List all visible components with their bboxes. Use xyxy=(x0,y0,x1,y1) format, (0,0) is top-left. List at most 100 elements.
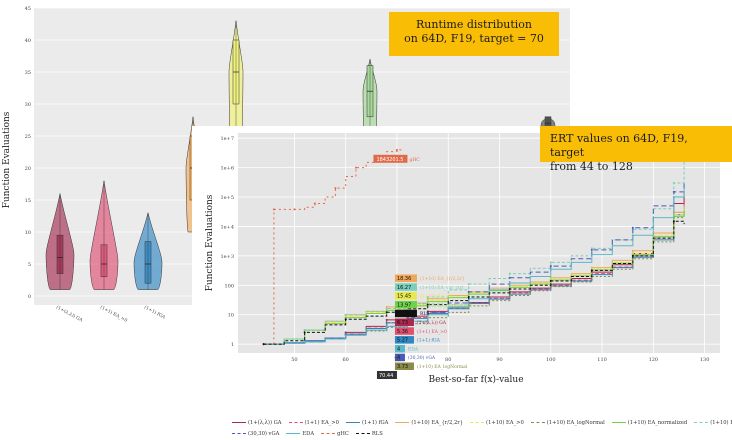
ert-value-label: 4 xyxy=(397,355,400,361)
ert-point xyxy=(549,285,552,288)
ert-series-tag-name: (1+10) EA_{r/2,2r} xyxy=(420,275,465,282)
violin-y-tick-label: 10 xyxy=(25,230,31,236)
ert-extra-label: 70.44 xyxy=(379,373,393,379)
legend-item[interactable]: (1+(λ,λ)) GA xyxy=(232,418,282,429)
ert-point xyxy=(344,316,347,319)
violin-y-tick-label: 25 xyxy=(25,134,31,140)
ert-value-tag xyxy=(394,318,414,326)
ert-point xyxy=(385,311,388,314)
ert-point xyxy=(313,202,316,205)
ert-x-tick-label: 120 xyxy=(649,357,659,363)
ert-point xyxy=(385,307,388,310)
ert-point xyxy=(303,340,306,343)
legend-item[interactable]: RLS xyxy=(355,429,383,440)
ert-point xyxy=(303,331,306,334)
violin-y-tick-label: 15 xyxy=(25,198,31,204)
legend-swatch xyxy=(611,422,626,423)
ert-y-tick-label: 1e+5 xyxy=(220,195,234,201)
ert-data-labels: 18.36 (1+10) EA_{r/2,2r} 16.27 (1+10) EA_va… xyxy=(373,154,472,379)
ert-series-tag-name: (1+10) EA_normalized xyxy=(420,301,472,308)
ert-value-tag xyxy=(394,327,414,335)
violin-y-tick-label: 0 xyxy=(28,294,31,300)
violin-y-axis-label: Function Evaluations xyxy=(2,111,12,208)
legend-swatch xyxy=(232,433,246,434)
legend-item[interactable]: (1+1) EA_>0 xyxy=(288,418,339,429)
violin-x-tick-label: (1+1) fGA xyxy=(143,304,167,321)
ert-series-tag-name: (1+10) EA_var_ctrl xyxy=(420,284,464,291)
ert-value-tag xyxy=(394,274,417,282)
legend-label: (1+1) fGA xyxy=(361,420,389,426)
legend-item[interactable]: (1+10) EA_>0 xyxy=(470,418,524,429)
ert-point xyxy=(672,220,675,223)
ert-value-tag xyxy=(394,292,417,300)
ert-y-tick-label: 1e+3 xyxy=(220,254,234,260)
legend-label: RLS xyxy=(371,431,383,437)
violin-x-tick-label: (1+1) EA_>0 xyxy=(99,304,129,324)
ert-value-tag xyxy=(394,362,414,370)
legend-item[interactable]: (1+10) EA_var_ctrl xyxy=(694,418,732,429)
legend-item[interactable]: (1+10) EA_normalized xyxy=(611,418,688,429)
ert-x-tick-label: 80 xyxy=(445,357,451,363)
ert-point xyxy=(549,265,552,268)
legend-label: (1+10) EA_logNormal xyxy=(546,420,605,426)
ert-series-tag-name: (1+(λ,λ)) GA xyxy=(417,319,447,326)
ert-line-chart: 18.36 (1+10) EA_{r/2,2r} 16.27 (1+10) EA_va… xyxy=(192,126,732,416)
violin-x-ticks: (1+(λ,λ)) GA (1+1) EA_>0 (1+1) fGA xyxy=(55,304,167,324)
ert-series-line xyxy=(263,220,685,345)
ert-point xyxy=(344,334,347,337)
ert-x-ticks: 50 60 70 80 90 100 110 120 130 xyxy=(291,357,709,363)
violin-y-tick-label: 5 xyxy=(28,262,31,268)
ert-y-tick-label: 1e+4 xyxy=(220,224,234,230)
ert-point xyxy=(508,281,511,284)
ert-point xyxy=(262,343,265,346)
ert-point xyxy=(590,266,593,269)
ert-point xyxy=(631,226,634,229)
ert-point xyxy=(385,305,388,308)
legend-item[interactable]: EDA xyxy=(286,429,314,440)
ert-point xyxy=(508,294,511,297)
ert-value-label: 5.36 xyxy=(397,329,408,335)
ert-series-line xyxy=(263,139,685,345)
ert-series-tag-name: (1+1) fGA xyxy=(417,337,441,344)
ert-series-tag-name: gHC xyxy=(409,157,420,163)
legend-swatch xyxy=(395,422,410,423)
violin-y-tick-label: 35 xyxy=(25,70,31,76)
ert-point xyxy=(590,253,593,256)
legend-swatch xyxy=(288,422,303,423)
legend-label: (1+(λ,λ)) GA xyxy=(248,420,282,426)
legend-item[interactable]: (30,30) vGA xyxy=(232,429,279,440)
ert-series-tag-name: EDA xyxy=(408,346,419,352)
ert-point xyxy=(590,248,593,251)
ert-value-tag xyxy=(394,336,414,344)
ert-point xyxy=(467,296,470,299)
ert-point xyxy=(344,318,347,321)
ert-point xyxy=(426,313,429,316)
legend-label: (1+10) EA_normalized xyxy=(627,420,688,426)
legend-item[interactable]: (1+10) EA_logNormal xyxy=(530,418,605,429)
legend-item[interactable]: (1+1) fGA xyxy=(345,418,389,429)
ert-x-tick-label: 110 xyxy=(597,357,607,363)
runtime-callout-line1: Runtime distribution xyxy=(416,18,532,31)
ert-value-label: 4 xyxy=(397,346,400,352)
ert-point xyxy=(467,283,470,286)
legend-label: (1+1) EA_>0 xyxy=(304,420,339,426)
violin-y-tick-label: 20 xyxy=(25,166,31,172)
legend-label: (30,30) vGA xyxy=(248,431,280,437)
ert-y-ticks: 1 10 100 1e+3 1e+4 1e+5 1e+6 1e+7 xyxy=(220,136,234,348)
ert-series-tag-name: (30,30) vGA xyxy=(408,354,436,361)
ert-value-tag xyxy=(394,300,417,309)
ert-point xyxy=(631,254,634,257)
ert-point xyxy=(549,276,552,279)
ert-series-tag-name: RLS xyxy=(420,311,429,317)
violin-y-tick-label: 45 xyxy=(25,6,31,12)
ert-y-axis-label: Function Evaluations xyxy=(205,194,215,291)
ert-y-tick-label: 1e+6 xyxy=(220,166,234,172)
ert-x-tick-label: 100 xyxy=(546,357,556,363)
ert-point xyxy=(334,187,337,190)
legend-item[interactable]: gHC xyxy=(321,429,349,440)
legend-item[interactable]: (1+10) EA_{r/2,2r} xyxy=(395,418,463,429)
legend-swatch xyxy=(470,422,485,423)
runtime-callout-line2: on 64D, F19, target = 70 xyxy=(404,32,544,45)
legend-swatch xyxy=(232,422,246,423)
legend-label: (1+10) EA_var_ctrl xyxy=(710,420,732,426)
